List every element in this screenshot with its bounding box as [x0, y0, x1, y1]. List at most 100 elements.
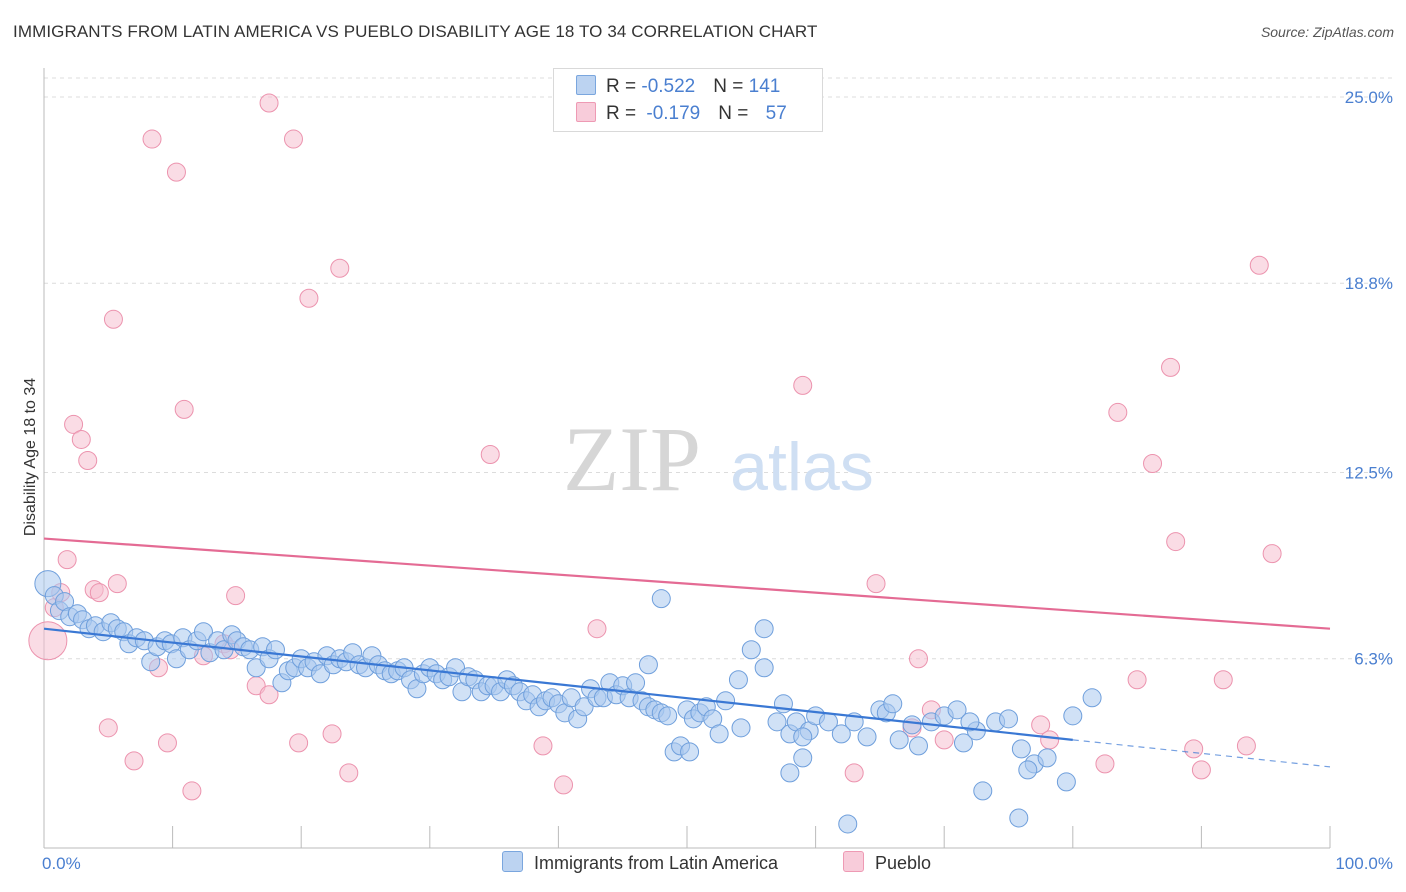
trend-lines: [43, 537, 1331, 768]
pueblo-point: [1184, 739, 1204, 759]
axes: [43, 68, 1331, 849]
latin-america-point: [908, 736, 928, 756]
legend-row-latin-america: R = -0.522 N = 141: [576, 75, 780, 99]
pueblo-point: [103, 309, 123, 329]
pueblo-point: [1031, 715, 1051, 735]
legend-n-label: N =: [713, 76, 749, 97]
x-tick-label-min: 0.0%: [42, 854, 81, 873]
pueblo-point: [1191, 760, 1211, 780]
x-tick-label-max: 100.0%: [1335, 854, 1393, 873]
latin-america-point: [731, 718, 751, 738]
latin-america-point: [658, 706, 678, 726]
pueblo-point: [89, 583, 109, 603]
pueblo-point: [166, 162, 186, 182]
legend-n-label: N =: [718, 103, 754, 124]
bottom-legend-label: Immigrants from Latin America: [534, 853, 779, 873]
latin-america-point: [767, 712, 787, 732]
latin-america-point: [793, 727, 813, 747]
bottom-legend-swatch-pink: [843, 851, 864, 872]
legend-row-pueblo: R = -0.179 N = 57: [576, 102, 787, 126]
bottom-legend-label: Pueblo: [875, 853, 932, 873]
latin-america-point: [728, 670, 748, 690]
latin-america-trend-line: [43, 627, 1073, 741]
pueblo-point: [793, 375, 813, 395]
correlation-legend: R = -0.522 N = 141 R = -0.179 N = 57: [553, 68, 823, 132]
pueblo-point: [1108, 402, 1128, 422]
pueblo-point: [283, 129, 303, 149]
legend-r-label: R =: [606, 76, 642, 97]
pueblo-point: [908, 649, 928, 669]
latin-america-point: [638, 655, 658, 675]
y-tick-label: 6.3%: [1354, 650, 1393, 669]
y-tick-label: 25.0%: [1345, 88, 1393, 107]
pueblo-point: [107, 574, 127, 594]
pueblo-point: [322, 724, 342, 744]
pueblo-point: [64, 414, 84, 434]
y-tick-label: 12.5%: [1345, 464, 1393, 483]
pueblo-point: [1161, 357, 1181, 377]
latin-america-point: [754, 658, 774, 678]
pueblo-point: [587, 619, 607, 639]
pueblo-point: [934, 730, 954, 750]
pueblo-point: [259, 93, 279, 113]
legend-n-value: 141: [748, 76, 781, 97]
latin-america-point: [1037, 748, 1057, 768]
watermark-atlas: atlas: [730, 429, 874, 505]
pueblo-point: [98, 718, 118, 738]
source-label: Source: ZipAtlas.com: [1260, 24, 1394, 40]
latin-america-point: [947, 700, 967, 720]
pueblo-point: [1127, 670, 1147, 690]
pueblo-point: [78, 450, 98, 470]
pueblo-point: [174, 399, 194, 419]
latin-america-point: [960, 712, 980, 732]
chart-title: IMMIGRANTS FROM LATIN AMERICA VS PUEBLO …: [13, 22, 818, 41]
pueblo-point: [554, 775, 574, 795]
legend-swatch-pink: [576, 102, 596, 122]
pueblo-trend-line: [43, 537, 1331, 630]
watermark-zip: ZIP: [563, 408, 701, 510]
pueblo-point: [339, 763, 359, 783]
latin-america-point: [973, 781, 993, 801]
legend-r-value: -0.522: [641, 76, 696, 97]
pueblo-point: [142, 129, 162, 149]
latin-america-point: [902, 715, 922, 735]
pueblo-point: [226, 586, 246, 606]
pueblo-point: [1040, 730, 1060, 750]
pueblo-point: [1262, 544, 1282, 564]
tick-labels: 6.3% 12.5% 18.8% 25.0% 0.0% 100.0%: [42, 88, 1393, 873]
pueblo-point: [259, 685, 279, 705]
pueblo-point: [182, 781, 202, 801]
latin-america-point: [680, 742, 700, 762]
pueblo-point: [1249, 255, 1269, 275]
watermark: ZIP atlas: [563, 408, 874, 510]
pueblo-point: [1213, 670, 1233, 690]
pueblo-point: [844, 763, 864, 783]
latin-america-point: [780, 763, 800, 783]
latin-america-point: [831, 724, 851, 744]
pueblo-point: [480, 444, 500, 464]
pueblo-point: [57, 550, 77, 570]
pueblo-point: [299, 288, 319, 308]
latin-america-point: [754, 619, 774, 639]
latin-america-point: [651, 589, 671, 609]
latin-america-points: [34, 570, 1102, 834]
latin-america-point: [857, 727, 877, 747]
latin-america-point: [883, 694, 903, 714]
pueblo-point: [1095, 754, 1115, 774]
pueblo-point: [1166, 532, 1186, 552]
pueblo-point: [533, 736, 553, 756]
y-axis-label: Disability Age 18 to 34: [22, 378, 39, 536]
pueblo-points: [28, 93, 1282, 801]
pueblo-point: [289, 733, 309, 753]
latin-america-point: [889, 730, 909, 750]
latin-america-point: [1018, 760, 1038, 780]
latin-america-point: [1056, 772, 1076, 792]
legend-r-label: R =: [606, 103, 642, 124]
latin-america-point: [999, 709, 1018, 729]
legend-r-value: -0.179: [646, 103, 701, 124]
y-tick-label: 18.8%: [1345, 274, 1393, 293]
pueblo-point: [71, 429, 91, 449]
latin-america-point: [1009, 808, 1029, 828]
latin-america-point: [1011, 739, 1031, 759]
latin-america-point: [1063, 706, 1083, 726]
